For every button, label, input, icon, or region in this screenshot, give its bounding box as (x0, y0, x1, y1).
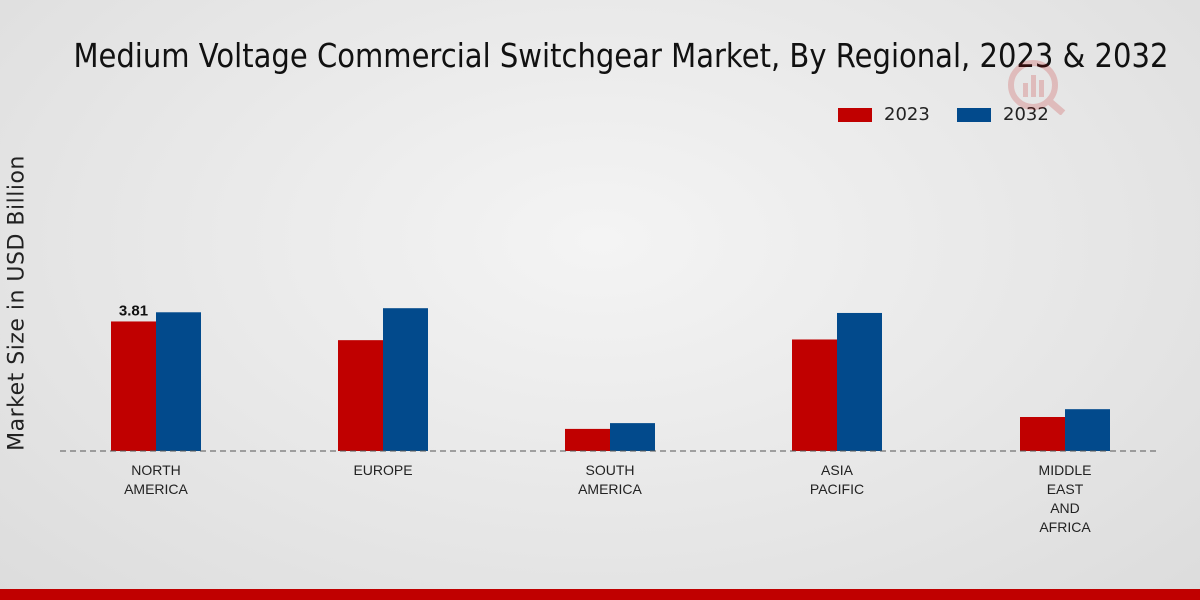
x-tick-label-4: MIDDLE EAST AND AFRICA (1039, 462, 1092, 535)
chart-title: Medium Voltage Commercial Switchgear Mar… (73, 36, 1169, 75)
legend-item-2023: 2023 (838, 104, 930, 125)
bar-2023-2 (565, 428, 610, 451)
bar-2023-1 (338, 340, 383, 451)
x-tick-label-3: ASIA PACIFIC (810, 462, 864, 497)
bar-2023-4 (1020, 417, 1065, 451)
x-tick-label-1: EUROPE (353, 462, 412, 478)
x-tick-label-2: SOUTH AMERICA (578, 462, 642, 497)
bar-2032-0 (156, 312, 201, 451)
bottom-accent-bar (0, 589, 1200, 600)
data-label-0: 3.81 (119, 302, 148, 319)
bar-2032-2 (610, 423, 655, 451)
legend-label-2023: 2023 (884, 104, 930, 125)
bar-2023-0 (111, 321, 156, 451)
bar-2023-3 (792, 339, 837, 451)
bar-2032-4 (1065, 409, 1110, 451)
bar-2032-1 (383, 308, 428, 451)
bar-2032-3 (837, 312, 882, 451)
legend-swatch-2032 (957, 107, 991, 122)
legend-item-2032: 2032 (957, 104, 1049, 125)
legend-label-2032: 2032 (1003, 104, 1049, 125)
legend-swatch-2023 (838, 107, 872, 122)
chart-logo-icon (1008, 60, 1066, 115)
x-tick-label-0: NORTH AMERICA (124, 462, 188, 497)
